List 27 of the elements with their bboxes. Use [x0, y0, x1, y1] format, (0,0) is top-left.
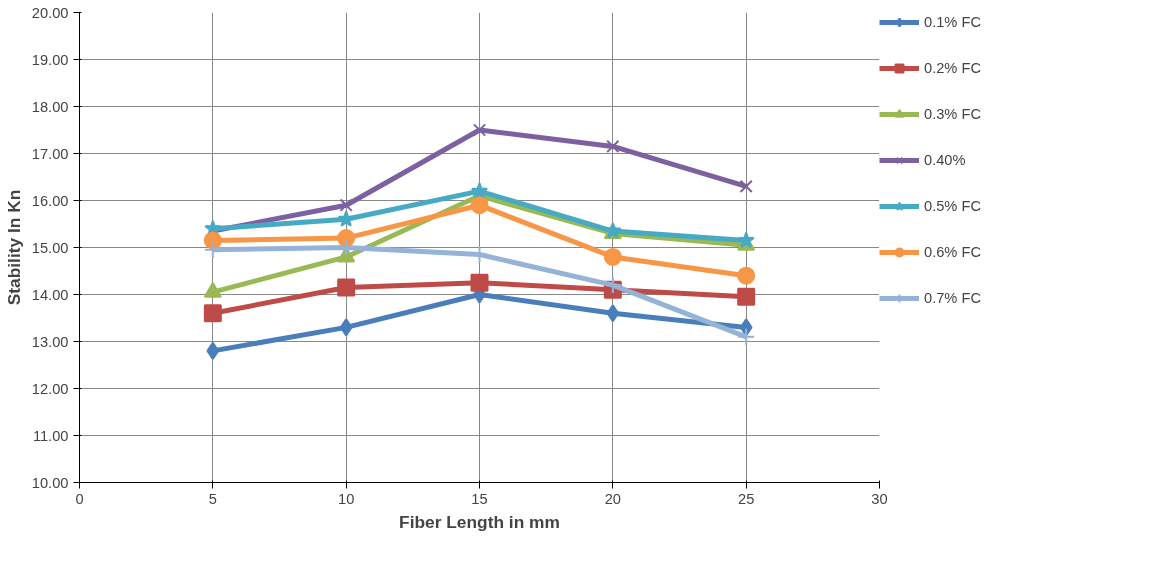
x-tick-label: 15	[471, 490, 488, 507]
y-tick-label: 15.00	[31, 239, 69, 256]
x-tick-label: 25	[738, 490, 755, 507]
legend-label: 0.5% FC	[924, 198, 982, 214]
x-tick-label: 20	[604, 490, 621, 507]
y-axis-title: Stability In Kn	[3, 189, 24, 306]
y-tick-label: 13.00	[31, 333, 69, 350]
y-tick-label: 19.00	[31, 51, 69, 68]
y-tick-label: 17.00	[31, 145, 69, 162]
y-tick-label: 18.00	[31, 98, 69, 115]
x-tick-label: 5	[208, 490, 217, 507]
y-tick-label: 10.00	[31, 474, 69, 491]
x-axis-title: Fiber Length in mm	[399, 511, 560, 532]
legend-label: 0.40%	[924, 152, 966, 168]
legend-label: 0.2% FC	[924, 60, 982, 76]
y-tick-label: 20.00	[31, 4, 69, 21]
x-tick-label: 10	[338, 490, 355, 507]
y-tick-label: 14.00	[31, 286, 69, 303]
legend-label: 0.3% FC	[924, 106, 982, 122]
legend-label: 0.1% FC	[924, 14, 982, 30]
x-tick-label: 30	[871, 490, 888, 507]
y-tick-label: 12.00	[31, 380, 69, 397]
x-tick-label: 0	[75, 490, 84, 507]
y-tick-label: 11.00	[32, 427, 69, 444]
y-tick-label: 16.00	[31, 192, 69, 209]
legend-label: 0.7% FC	[924, 290, 982, 306]
legend-label: 0.6% FC	[924, 244, 982, 260]
